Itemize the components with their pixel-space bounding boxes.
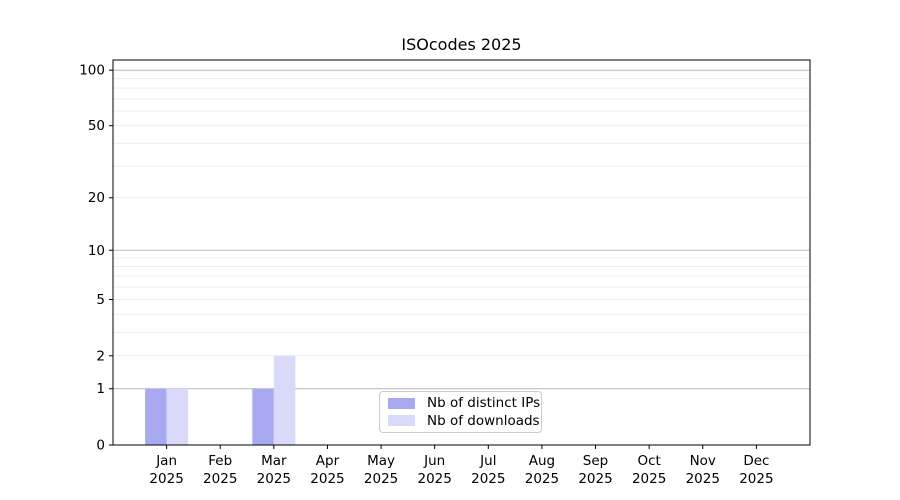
x-tick-label-month: Jan: [155, 453, 177, 469]
legend-label-downloads: Nb of downloads: [427, 412, 540, 429]
bar-downloads-mar: [273, 355, 296, 445]
x-tick-label-year: 2025: [739, 471, 773, 487]
x-tick-label-year: 2025: [149, 471, 183, 487]
bar-distinct-ips-jan: [145, 388, 167, 445]
y-tick-label: 5: [96, 292, 105, 308]
plot-border: [112, 59, 811, 446]
x-tick-label-month: Feb: [208, 453, 232, 469]
legend-item-downloads: Nb of downloads: [388, 413, 540, 429]
y-tick-label: 20: [88, 190, 105, 206]
x-tick-label-year: 2025: [203, 471, 237, 487]
x-tick-label-year: 2025: [525, 471, 559, 487]
legend-label-distinct-ips: Nb of distinct IPs: [427, 395, 541, 412]
x-tick-label-month: Sep: [583, 453, 608, 469]
x-tick-label-year: 2025: [471, 471, 505, 487]
x-tick-label-year: 2025: [364, 471, 398, 487]
x-tick-label-year: 2025: [686, 471, 720, 487]
x-tick-label-month: Oct: [637, 453, 660, 469]
y-tick-label: 10: [88, 243, 105, 259]
legend: Nb of distinct IPs Nb of downloads: [379, 391, 542, 433]
x-tick-label-month: Nov: [690, 453, 716, 469]
bar-downloads-jan: [166, 388, 189, 445]
y-tick-label: 50: [88, 118, 105, 134]
x-tick-label-year: 2025: [257, 471, 291, 487]
x-tick-label-month: Jul: [479, 453, 496, 469]
legend-swatch-distinct-ips-icon: [388, 397, 415, 409]
x-tick-label-month: Dec: [743, 453, 769, 469]
x-tick-label-year: 2025: [578, 471, 612, 487]
x-tick-label-year: 2025: [310, 471, 344, 487]
x-tick-label-month: Mar: [261, 453, 287, 469]
x-tick-label-month: Aug: [529, 453, 555, 469]
x-tick-label-month: Jun: [423, 453, 445, 469]
bar-distinct-ips-mar: [252, 388, 274, 445]
y-tick-label: 0: [96, 438, 105, 454]
x-tick-label-year: 2025: [418, 471, 452, 487]
legend-swatch-downloads-icon: [388, 415, 415, 427]
y-tick-label: 100: [79, 63, 105, 79]
y-tick-label: 2: [96, 348, 105, 364]
x-tick-label-month: Apr: [316, 453, 340, 469]
x-tick-label-month: May: [367, 453, 395, 469]
legend-item-distinct-ips: Nb of distinct IPs: [388, 395, 540, 411]
y-tick-label: 1: [96, 381, 105, 397]
chart-title: ISOcodes 2025: [401, 35, 522, 54]
x-tick-label-year: 2025: [632, 471, 666, 487]
